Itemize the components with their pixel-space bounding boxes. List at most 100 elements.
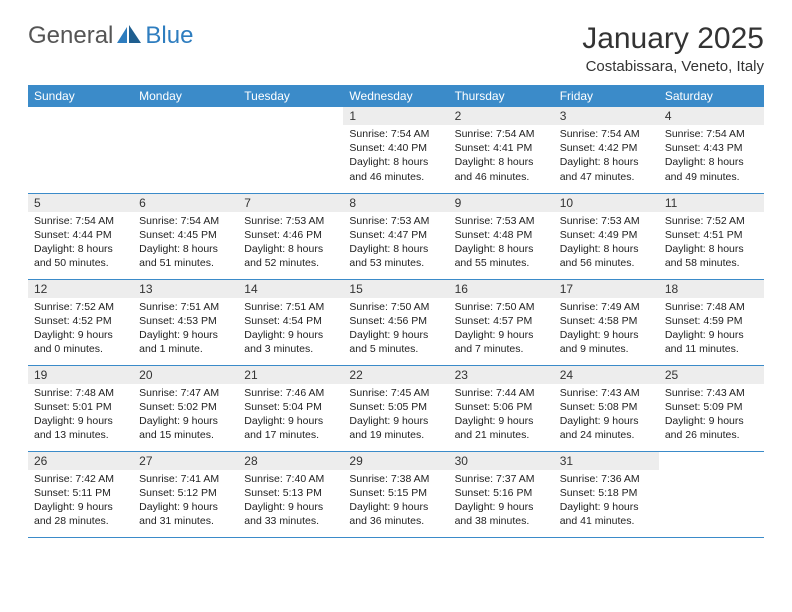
sunset-text: Sunset: 5:09 PM: [665, 400, 758, 414]
sunset-text: Sunset: 5:02 PM: [139, 400, 232, 414]
sunset-text: Sunset: 4:46 PM: [244, 228, 337, 242]
day-number: 8: [343, 194, 448, 212]
calendar-page: General Blue January 2025 Costabissara, …: [0, 0, 792, 560]
sunset-text: Sunset: 4:49 PM: [560, 228, 653, 242]
day-number: 26: [28, 452, 133, 470]
calendar-day-cell: 29Sunrise: 7:38 AMSunset: 5:15 PMDayligh…: [343, 451, 448, 537]
logo-word1: General: [28, 22, 113, 50]
daylight-text: Daylight: 8 hours and 58 minutes.: [665, 242, 758, 270]
day-details: Sunrise: 7:54 AMSunset: 4:42 PMDaylight:…: [554, 125, 659, 188]
calendar-table: Sunday Monday Tuesday Wednesday Thursday…: [28, 85, 764, 538]
day-header: Saturday: [659, 85, 764, 107]
calendar-day-cell: 14Sunrise: 7:51 AMSunset: 4:54 PMDayligh…: [238, 279, 343, 365]
sunrise-text: Sunrise: 7:54 AM: [560, 127, 653, 141]
day-details: Sunrise: 7:48 AMSunset: 4:59 PMDaylight:…: [659, 298, 764, 361]
sunrise-text: Sunrise: 7:54 AM: [665, 127, 758, 141]
day-details: Sunrise: 7:51 AMSunset: 4:54 PMDaylight:…: [238, 298, 343, 361]
sunset-text: Sunset: 4:51 PM: [665, 228, 758, 242]
day-details: Sunrise: 7:52 AMSunset: 4:51 PMDaylight:…: [659, 212, 764, 275]
day-number: 16: [449, 280, 554, 298]
day-details: Sunrise: 7:53 AMSunset: 4:46 PMDaylight:…: [238, 212, 343, 275]
day-details: Sunrise: 7:46 AMSunset: 5:04 PMDaylight:…: [238, 384, 343, 447]
sunset-text: Sunset: 4:47 PM: [349, 228, 442, 242]
day-number: 12: [28, 280, 133, 298]
day-number: 27: [133, 452, 238, 470]
calendar-week-row: 19Sunrise: 7:48 AMSunset: 5:01 PMDayligh…: [28, 365, 764, 451]
day-details: Sunrise: 7:44 AMSunset: 5:06 PMDaylight:…: [449, 384, 554, 447]
calendar-week-row: 26Sunrise: 7:42 AMSunset: 5:11 PMDayligh…: [28, 451, 764, 537]
day-number: 10: [554, 194, 659, 212]
day-number: 31: [554, 452, 659, 470]
header: General Blue January 2025 Costabissara, …: [28, 22, 764, 75]
sunset-text: Sunset: 5:06 PM: [455, 400, 548, 414]
day-number: 20: [133, 366, 238, 384]
day-details: Sunrise: 7:47 AMSunset: 5:02 PMDaylight:…: [133, 384, 238, 447]
day-details: [238, 111, 343, 117]
sunset-text: Sunset: 4:41 PM: [455, 141, 548, 155]
daylight-text: Daylight: 9 hours and 38 minutes.: [455, 500, 548, 528]
day-details: Sunrise: 7:42 AMSunset: 5:11 PMDaylight:…: [28, 470, 133, 533]
day-details: Sunrise: 7:50 AMSunset: 4:57 PMDaylight:…: [449, 298, 554, 361]
daylight-text: Daylight: 9 hours and 31 minutes.: [139, 500, 232, 528]
sunrise-text: Sunrise: 7:52 AM: [665, 214, 758, 228]
daylight-text: Daylight: 9 hours and 21 minutes.: [455, 414, 548, 442]
daylight-text: Daylight: 8 hours and 56 minutes.: [560, 242, 653, 270]
sunrise-text: Sunrise: 7:51 AM: [244, 300, 337, 314]
day-number: 7: [238, 194, 343, 212]
sunrise-text: Sunrise: 7:50 AM: [349, 300, 442, 314]
daylight-text: Daylight: 9 hours and 13 minutes.: [34, 414, 127, 442]
calendar-day-cell: 15Sunrise: 7:50 AMSunset: 4:56 PMDayligh…: [343, 279, 448, 365]
calendar-day-cell: 28Sunrise: 7:40 AMSunset: 5:13 PMDayligh…: [238, 451, 343, 537]
calendar-day-cell: 12Sunrise: 7:52 AMSunset: 4:52 PMDayligh…: [28, 279, 133, 365]
sunset-text: Sunset: 5:08 PM: [560, 400, 653, 414]
sunrise-text: Sunrise: 7:42 AM: [34, 472, 127, 486]
day-number: 18: [659, 280, 764, 298]
day-details: Sunrise: 7:43 AMSunset: 5:09 PMDaylight:…: [659, 384, 764, 447]
day-details: Sunrise: 7:52 AMSunset: 4:52 PMDaylight:…: [28, 298, 133, 361]
sunset-text: Sunset: 4:53 PM: [139, 314, 232, 328]
sunset-text: Sunset: 4:52 PM: [34, 314, 127, 328]
calendar-day-cell: 31Sunrise: 7:36 AMSunset: 5:18 PMDayligh…: [554, 451, 659, 537]
calendar-day-cell: [28, 107, 133, 193]
sunrise-text: Sunrise: 7:53 AM: [455, 214, 548, 228]
day-details: Sunrise: 7:40 AMSunset: 5:13 PMDaylight:…: [238, 470, 343, 533]
sunset-text: Sunset: 4:48 PM: [455, 228, 548, 242]
day-details: Sunrise: 7:54 AMSunset: 4:40 PMDaylight:…: [343, 125, 448, 188]
sunset-text: Sunset: 4:42 PM: [560, 141, 653, 155]
daylight-text: Daylight: 9 hours and 33 minutes.: [244, 500, 337, 528]
calendar-day-cell: 2Sunrise: 7:54 AMSunset: 4:41 PMDaylight…: [449, 107, 554, 193]
daylight-text: Daylight: 8 hours and 46 minutes.: [455, 155, 548, 183]
sunrise-text: Sunrise: 7:47 AM: [139, 386, 232, 400]
daylight-text: Daylight: 8 hours and 53 minutes.: [349, 242, 442, 270]
sunset-text: Sunset: 5:01 PM: [34, 400, 127, 414]
day-header: Sunday: [28, 85, 133, 107]
day-details: Sunrise: 7:41 AMSunset: 5:12 PMDaylight:…: [133, 470, 238, 533]
sunset-text: Sunset: 4:57 PM: [455, 314, 548, 328]
sunrise-text: Sunrise: 7:54 AM: [139, 214, 232, 228]
day-number: 25: [659, 366, 764, 384]
sunrise-text: Sunrise: 7:44 AM: [455, 386, 548, 400]
sunset-text: Sunset: 5:12 PM: [139, 486, 232, 500]
daylight-text: Daylight: 8 hours and 51 minutes.: [139, 242, 232, 270]
day-header: Thursday: [449, 85, 554, 107]
day-number: 13: [133, 280, 238, 298]
day-details: Sunrise: 7:53 AMSunset: 4:48 PMDaylight:…: [449, 212, 554, 275]
day-details: Sunrise: 7:43 AMSunset: 5:08 PMDaylight:…: [554, 384, 659, 447]
calendar-week-row: 1Sunrise: 7:54 AMSunset: 4:40 PMDaylight…: [28, 107, 764, 193]
sunset-text: Sunset: 5:13 PM: [244, 486, 337, 500]
calendar-day-cell: 5Sunrise: 7:54 AMSunset: 4:44 PMDaylight…: [28, 193, 133, 279]
calendar-day-cell: 25Sunrise: 7:43 AMSunset: 5:09 PMDayligh…: [659, 365, 764, 451]
day-number: 6: [133, 194, 238, 212]
calendar-day-cell: 11Sunrise: 7:52 AMSunset: 4:51 PMDayligh…: [659, 193, 764, 279]
sunset-text: Sunset: 5:04 PM: [244, 400, 337, 414]
daylight-text: Daylight: 9 hours and 19 minutes.: [349, 414, 442, 442]
sunset-text: Sunset: 5:15 PM: [349, 486, 442, 500]
day-details: Sunrise: 7:54 AMSunset: 4:41 PMDaylight:…: [449, 125, 554, 188]
calendar-day-cell: 7Sunrise: 7:53 AMSunset: 4:46 PMDaylight…: [238, 193, 343, 279]
calendar-day-cell: 16Sunrise: 7:50 AMSunset: 4:57 PMDayligh…: [449, 279, 554, 365]
daylight-text: Daylight: 9 hours and 15 minutes.: [139, 414, 232, 442]
day-header: Monday: [133, 85, 238, 107]
logo: General Blue: [28, 22, 193, 50]
day-number: 9: [449, 194, 554, 212]
sunset-text: Sunset: 4:54 PM: [244, 314, 337, 328]
